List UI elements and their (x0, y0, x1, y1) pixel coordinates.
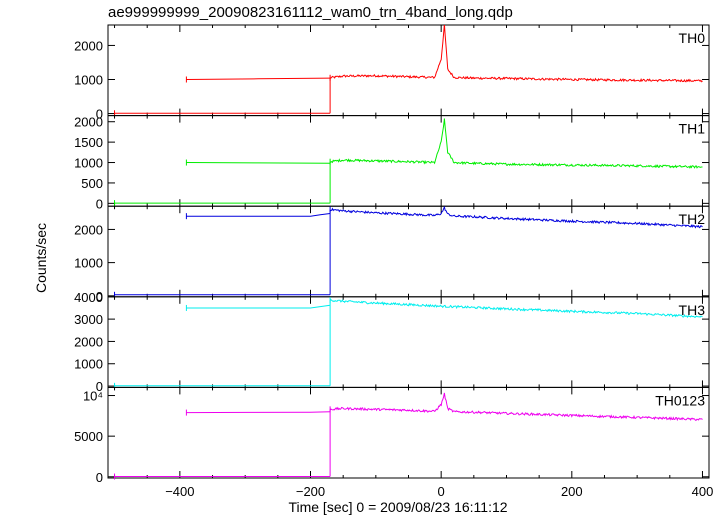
y-tick-label: 4000 (74, 290, 103, 305)
x-tick-label: −400 (165, 484, 194, 499)
y-tick-label: 5000 (74, 429, 103, 444)
panel-label-TH3: TH3 (679, 302, 706, 318)
y-tick-label: 0 (96, 196, 103, 211)
x-tick-label: 200 (561, 484, 583, 499)
y-tick-label: 1500 (74, 135, 103, 150)
y-tick-label: 0 (96, 289, 103, 304)
series-line-TH2 (329, 206, 703, 229)
y-tick-label: 0 (96, 379, 103, 394)
x-tick-label: 0 (438, 484, 445, 499)
series-line-TH0123 (329, 392, 703, 422)
panel-label-TH2: TH2 (679, 211, 706, 227)
y-tick-label: 2000 (74, 115, 103, 130)
y-tick-label: 2000 (74, 222, 103, 237)
x-tick-label: −200 (296, 484, 325, 499)
x-tick-label: 400 (692, 484, 714, 499)
y-tick-label: 1000 (74, 357, 103, 372)
series-line-TH0 (329, 25, 703, 83)
y-tick-label: 2000 (74, 38, 103, 53)
y-tick-label: 500 (81, 176, 103, 191)
y-tick-label: 1000 (74, 72, 103, 87)
panel-frame-TH0 (107, 24, 710, 117)
panel-frame-TH3 (107, 296, 710, 388)
y-tick-label: 10⁴ (83, 389, 103, 404)
y-tick-label: 1000 (74, 156, 103, 171)
x-axis-label: Time [sec] 0 = 2009/08/23 16:11:12 (288, 499, 507, 515)
series-line-TH3 (186, 304, 331, 309)
series-line-TH3 (329, 298, 703, 319)
series-line-TH2 (186, 213, 331, 217)
panel-frame-TH2 (107, 205, 710, 298)
series-line-TH1 (329, 118, 703, 169)
panel-label-TH1: TH1 (679, 121, 706, 137)
panel-frame-TH0123 (107, 386, 710, 479)
panel-label-TH0123: TH0123 (655, 392, 705, 408)
series-line-TH1 (186, 162, 331, 164)
chart-title: ae999999999_20090823161112_wam0_trn_4ban… (108, 4, 513, 21)
y-tick-label: 1000 (74, 256, 103, 271)
y-tick-label: 0 (96, 107, 103, 122)
series-line-TH0 (186, 77, 331, 80)
y-axis-label: Counts/sec (33, 223, 49, 293)
panel-label-TH0: TH0 (679, 30, 706, 46)
y-tick-label: 3000 (74, 312, 103, 327)
y-tick-label: 0 (96, 470, 103, 485)
y-tick-label: 2000 (74, 334, 103, 349)
series-line-TH0123 (186, 411, 331, 414)
